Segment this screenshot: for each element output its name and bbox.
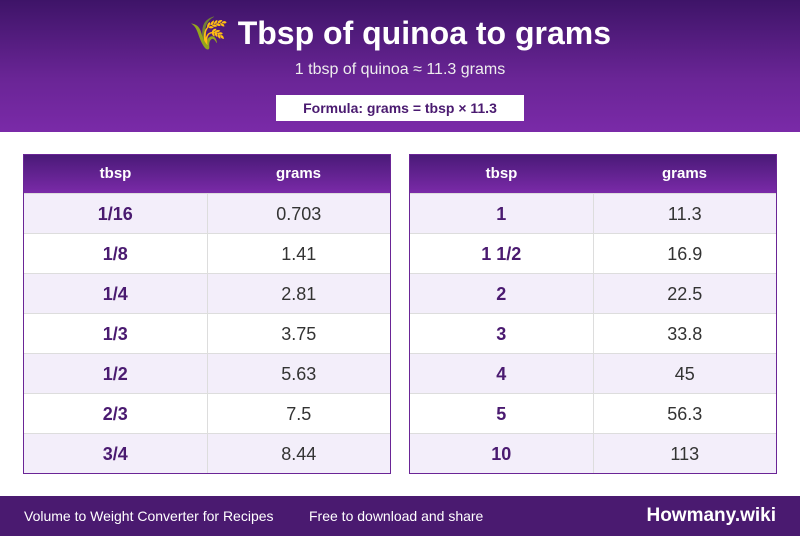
formula: Formula: grams = tbsp × 11.3 bbox=[276, 95, 524, 121]
tbsp-cell: 1 1/2 bbox=[410, 234, 594, 273]
title: Tbsp of quinoa to grams bbox=[237, 15, 612, 51]
grams-cell: 5.63 bbox=[281, 364, 317, 384]
grams-cell: 113 bbox=[670, 444, 700, 464]
table-row: 3/4 8.44 bbox=[24, 433, 390, 473]
subtitle: 1 tbsp of quinoa ≈ 11.3 grams bbox=[294, 61, 506, 78]
column-header: grams bbox=[661, 165, 708, 182]
header-row: tbsp grams bbox=[24, 155, 390, 193]
table-row: 1/2 5.63 bbox=[24, 353, 390, 393]
tbsp-cell: 2/3 bbox=[24, 394, 208, 433]
table-row: 4 45 bbox=[410, 353, 776, 393]
tbsp-cell: 3/4 bbox=[24, 434, 208, 473]
brand: Howmany.wiki bbox=[646, 505, 776, 526]
grams-cell: 45 bbox=[674, 364, 695, 384]
table-row: 2 22.5 bbox=[410, 273, 776, 313]
table-row: 1 11.3 bbox=[410, 193, 776, 233]
tbsp-cell: 1/2 bbox=[24, 354, 208, 393]
icon: 🌾 bbox=[188, 15, 229, 51]
table-row: 5 56.3 bbox=[410, 393, 776, 433]
header: 🌾 Tbsp of quinoa to grams 1 tbsp of quin… bbox=[0, 0, 800, 132]
column-header: grams bbox=[275, 165, 322, 182]
grams-cell: 8.44 bbox=[281, 444, 317, 464]
tbsp-cell: 10 bbox=[410, 434, 594, 473]
tbsp-cell: 5 bbox=[410, 394, 594, 433]
tbsp-cell: 4 bbox=[410, 354, 594, 393]
tbsp-cell: 3 bbox=[410, 314, 594, 353]
grams-cell: 11.3 bbox=[667, 204, 702, 224]
column-header: tbsp bbox=[99, 165, 132, 182]
grams-cell: 1.41 bbox=[281, 244, 317, 264]
table-row: 1/16 0.703 bbox=[24, 193, 390, 233]
grams-cell: 3.75 bbox=[281, 324, 317, 344]
grams-cell: 56.3 bbox=[667, 404, 703, 424]
header-row: tbsp grams bbox=[410, 155, 776, 193]
grams-cell: 2.81 bbox=[281, 284, 317, 304]
grams-cell: 7.5 bbox=[286, 404, 312, 424]
grams-cell: 16.9 bbox=[667, 244, 703, 264]
table-row: 1/4 2.81 bbox=[24, 273, 390, 313]
table: tbsp grams 1/16 0.703 1/8 1.41 1/4 2.81 1/3 3.75 1… bbox=[23, 154, 391, 474]
grams-cell: 33.8 bbox=[667, 324, 703, 344]
tbsp-cell: 1/4 bbox=[24, 274, 208, 313]
tbsp-cell: 1/3 bbox=[24, 314, 208, 353]
title-line: 🌾 Tbsp of quinoa to grams bbox=[0, 14, 800, 52]
table-row: 1 1/2 16.9 bbox=[410, 233, 776, 273]
table: tbsp grams 1 11.3 1 1/2 16.9 2 22.5 3 33.8 4 45 5 56.… bbox=[409, 154, 777, 474]
tbsp-cell: 1 bbox=[410, 194, 594, 233]
grams-cell: 22.5 bbox=[667, 284, 703, 304]
column-header: tbsp bbox=[485, 165, 518, 182]
table-row: 3 33.8 bbox=[410, 313, 776, 353]
footer: Volume to Weight Converter for Recipes F… bbox=[0, 496, 800, 536]
footer-text: Volume to Weight Converter for Recipes bbox=[24, 508, 274, 524]
footer-text: Free to download and share bbox=[309, 508, 484, 524]
table-row: 10 113 bbox=[410, 433, 776, 473]
table-body: 1/16 0.703 1/8 1.41 1/4 2.81 1/3 3.75 1/2 5.63 2/3… bbox=[24, 193, 390, 473]
table-body: 1 11.3 1 1/2 16.9 2 22.5 3 33.8 4 45 5 56.3 10 113 bbox=[410, 193, 776, 473]
table-row: 2/3 7.5 bbox=[24, 393, 390, 433]
grams-cell: 0.703 bbox=[276, 204, 322, 224]
tbsp-cell: 1/16 bbox=[24, 194, 208, 233]
tbsp-cell: 2 bbox=[410, 274, 594, 313]
tbsp-cell: 1/8 bbox=[24, 234, 208, 273]
table-row: 1/8 1.41 bbox=[24, 233, 390, 273]
table-row: 1/3 3.75 bbox=[24, 313, 390, 353]
